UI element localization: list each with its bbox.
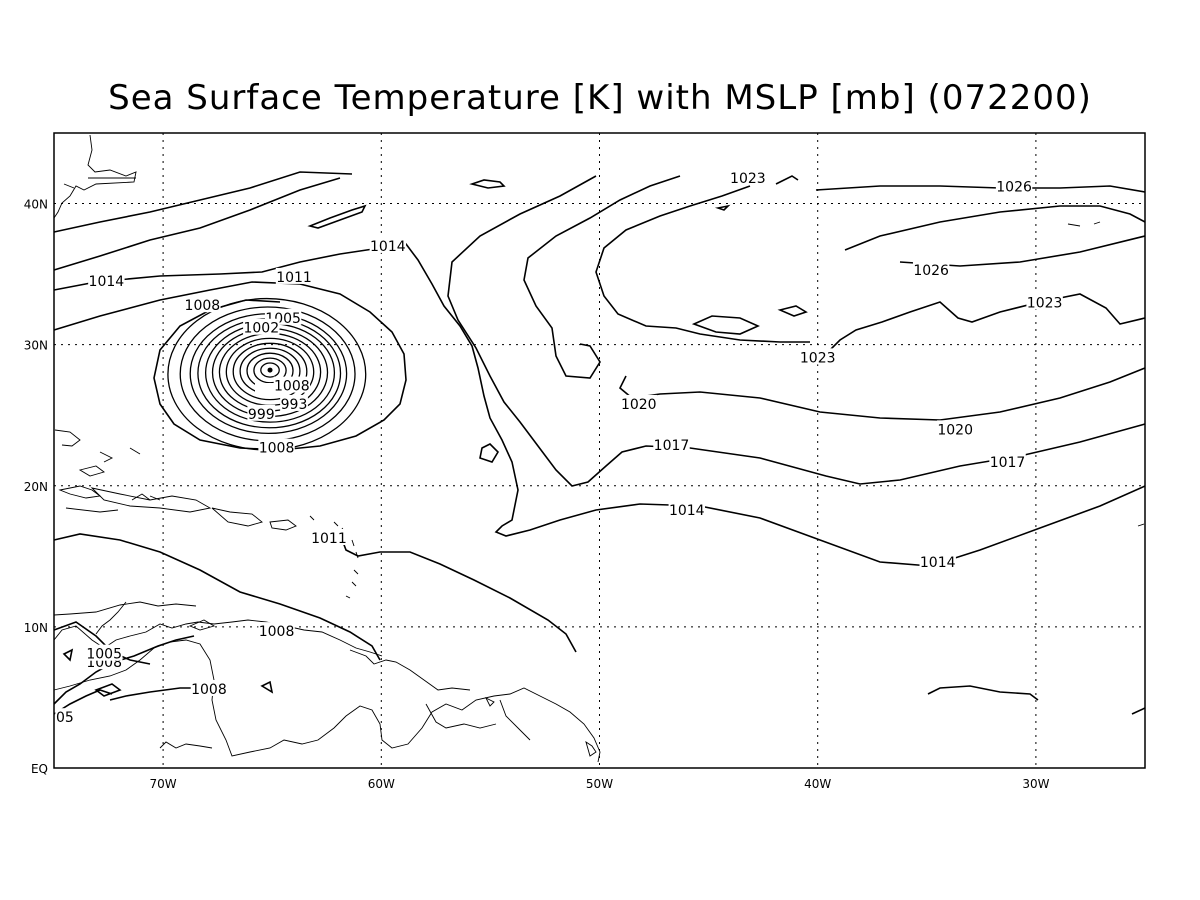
low-isobar-ring xyxy=(253,357,287,384)
isobar-label-bg xyxy=(995,177,1033,194)
isobar-label: 1008 xyxy=(185,298,221,314)
isobar-label: 1008 xyxy=(191,682,227,698)
isobar-label: 1005 xyxy=(86,647,122,663)
isobar-label: 1023 xyxy=(800,350,836,366)
isobar-label: 1026 xyxy=(996,180,1032,196)
x-tick-label: 40W xyxy=(804,777,831,791)
isobar-label-bg xyxy=(620,394,657,411)
x-tick-label: 70W xyxy=(150,777,177,791)
isobar-label-bg xyxy=(273,376,311,393)
isobar-label-bg xyxy=(190,679,228,696)
isobar-label-bg xyxy=(85,644,123,661)
isobar-label-bg xyxy=(88,272,125,289)
isobar-label: 1020 xyxy=(937,422,973,438)
isobar-label-bg xyxy=(55,708,75,725)
x-tick-label: 60W xyxy=(368,777,395,791)
isobar-label: 1014 xyxy=(669,503,705,519)
isobar-label-bg xyxy=(912,260,950,277)
isobar-label: 1008 xyxy=(274,379,310,395)
low-isobar-ring xyxy=(232,342,308,401)
x-tick-label: 30W xyxy=(1022,777,1049,791)
y-tick-label: EQ xyxy=(31,762,48,776)
y-tick-label: 10N xyxy=(24,621,48,635)
y-tick-label: 20N xyxy=(24,480,48,494)
isobar-label: 1011 xyxy=(276,270,312,286)
low-isobar-ring xyxy=(260,362,280,378)
isobar-label-bg xyxy=(247,404,276,421)
isobar-label: 1026 xyxy=(913,263,949,279)
isobar-label: 1014 xyxy=(920,555,956,571)
isobar-label: 1017 xyxy=(990,455,1026,471)
map-frame xyxy=(53,132,1146,769)
isobar-label-bg xyxy=(280,394,308,411)
isobar-label: 1011 xyxy=(311,531,347,547)
isobar-label-bg xyxy=(258,622,295,639)
isobar-label-bg xyxy=(919,552,956,569)
isobar-label-bg xyxy=(1026,293,1063,310)
isobar-label-bg xyxy=(989,452,1026,469)
isobar-label: 1014 xyxy=(89,274,125,290)
isobar-label: 1023 xyxy=(730,171,766,187)
isobar-label: 993 xyxy=(281,397,308,413)
isobar-label: 1023 xyxy=(1027,295,1063,311)
isobar-label: 1020 xyxy=(621,397,657,413)
isobar-label: 1014 xyxy=(370,239,406,255)
low-center-dot xyxy=(267,367,273,373)
isobar-label-bg xyxy=(243,318,280,335)
axis-tick-labels: 70W 60W 50W 40W 30W EQ 10N 20N 30N 40N xyxy=(24,198,1050,791)
isobar-label-bg xyxy=(799,348,836,365)
isobar-label-bg xyxy=(729,169,767,186)
isobar-label: 05 xyxy=(56,710,74,726)
x-tick-label: 50W xyxy=(586,777,613,791)
map-title: Sea Surface Temperature [K] with MSLP [m… xyxy=(108,78,1092,118)
isobar-label-bg xyxy=(668,500,705,517)
isobar-label: 1008 xyxy=(259,624,295,640)
isobar-label-bg xyxy=(258,438,295,455)
y-tick-label: 30N xyxy=(24,339,48,353)
isobar-label: 1008 xyxy=(259,441,295,457)
y-tick-label: 40N xyxy=(24,198,48,212)
graticule xyxy=(54,133,1145,768)
isobar-label-bg xyxy=(310,528,348,545)
isobar-label-bg xyxy=(369,236,407,253)
isobar-labels: 1023 1026 1014 1014 1011 1008 1005 1002 1026 1023… xyxy=(55,169,1063,726)
isobar-label-bg xyxy=(936,420,974,437)
isobar-label: 999 xyxy=(248,407,275,423)
isobar-label-bg xyxy=(275,267,313,284)
isobar-label: 1002 xyxy=(243,321,279,337)
isobar-label-bg xyxy=(184,296,221,313)
isobar-label: 1017 xyxy=(654,438,690,454)
isobar-label-bg xyxy=(653,435,690,452)
isobars xyxy=(53,171,1146,715)
